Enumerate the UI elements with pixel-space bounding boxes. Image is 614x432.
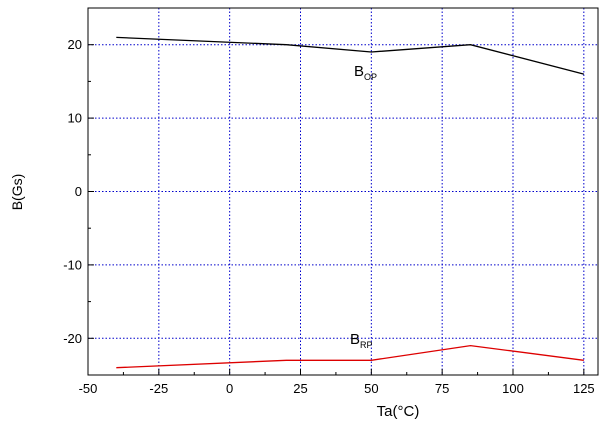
series-labels: BOP BRP bbox=[350, 63, 377, 350]
axis-ticks: -50 -25 0 25 50 75 100 125 -20 -10 0 10 20 bbox=[63, 7, 595, 396]
x-tick-label: 25 bbox=[293, 381, 307, 396]
y-tick-label: 0 bbox=[75, 184, 82, 199]
y-tick-label: 20 bbox=[68, 37, 82, 52]
x-tick-label: -25 bbox=[149, 381, 168, 396]
y-tick-label: -20 bbox=[63, 331, 82, 346]
x-tick-label: 125 bbox=[573, 381, 595, 396]
x-tick-label: 0 bbox=[226, 381, 233, 396]
series-label-b-op: BOP bbox=[354, 63, 377, 82]
series-line-b-rp bbox=[116, 344, 584, 369]
y-tick-label: 10 bbox=[68, 111, 82, 126]
x-tick-label: 100 bbox=[502, 381, 524, 396]
series-group bbox=[116, 36, 584, 369]
y-tick-label: -10 bbox=[63, 257, 82, 272]
plot-area-frame bbox=[87, 7, 599, 376]
y-axis-label: B(Gs) bbox=[9, 174, 25, 211]
x-tick-label: 75 bbox=[435, 381, 449, 396]
series-line-b-op bbox=[116, 36, 584, 75]
series-label-b-rp: BRP bbox=[350, 331, 373, 350]
grid bbox=[88, 8, 598, 375]
x-tick-label: 50 bbox=[364, 381, 378, 396]
x-tick-label: -50 bbox=[79, 381, 98, 396]
x-axis-label: Ta(°C) bbox=[377, 403, 420, 420]
